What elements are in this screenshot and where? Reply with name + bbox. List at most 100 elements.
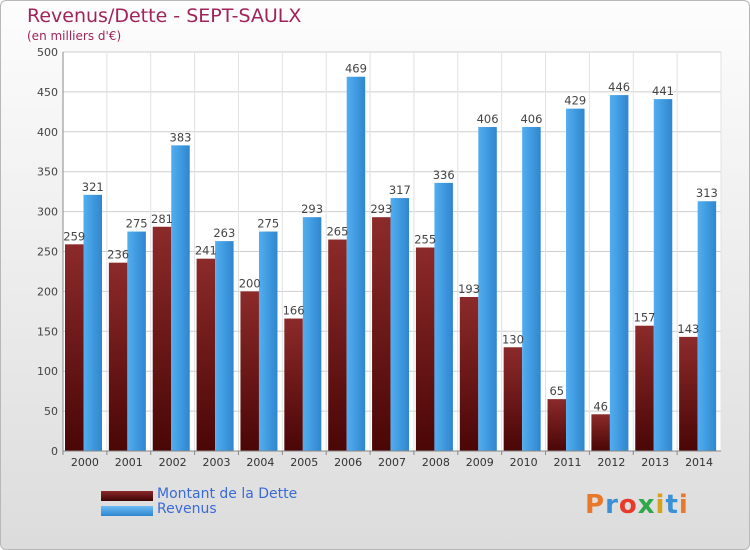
logo-letter: P [585, 490, 606, 520]
bar-debt [284, 318, 303, 451]
bar-debt [108, 262, 128, 451]
y-tick-label: 450 [37, 86, 58, 99]
x-tick-label: 2008 [422, 456, 450, 469]
y-tick-label: 150 [37, 325, 58, 338]
x-tick-label: 2000 [71, 456, 99, 469]
x-tick-label: 2007 [378, 456, 406, 469]
x-tick-label: 2001 [115, 456, 143, 469]
data-label-revenue: 383 [170, 130, 192, 144]
bar-debt [679, 336, 698, 451]
bar-revenue [390, 198, 410, 451]
legend-label-revenue: Revenus [157, 501, 217, 517]
bar-revenue [83, 194, 102, 452]
chart-title: Revenus/Dette - SEPT-SAULX [27, 5, 302, 27]
data-label-debt: 65 [549, 384, 564, 398]
bar-debt [459, 296, 479, 451]
bar-debt [152, 226, 172, 451]
bar-revenue [478, 127, 497, 452]
data-label-revenue: 321 [82, 180, 104, 194]
data-label-revenue: 275 [257, 217, 279, 231]
bar-revenue [258, 231, 278, 451]
logo-letter: i [655, 490, 666, 520]
data-label-revenue: 429 [564, 94, 586, 108]
data-label-revenue: 406 [477, 112, 499, 126]
x-tick-label: 2004 [246, 456, 274, 469]
bar-revenue [609, 95, 629, 451]
data-label-debt: 166 [283, 304, 305, 318]
bar-revenue [127, 231, 146, 451]
bar-debt [196, 258, 216, 451]
bar-revenue [566, 108, 585, 452]
data-label-revenue: 446 [608, 80, 630, 94]
y-tick-label: 50 [44, 405, 58, 418]
data-label-debt: 293 [370, 202, 392, 216]
data-label-revenue: 313 [696, 186, 718, 200]
data-label-debt: 241 [195, 244, 217, 258]
bar-debt [372, 217, 391, 451]
bar-revenue [346, 76, 366, 451]
x-tick-label: 2012 [597, 456, 625, 469]
bar-debt [240, 291, 259, 451]
bar-revenue [171, 145, 190, 451]
bar-revenue [434, 182, 453, 451]
legend-label-debt: Montant de la Dette [157, 486, 298, 502]
data-label-revenue: 441 [652, 84, 674, 98]
data-label-debt: 255 [414, 233, 436, 247]
data-label-debt: 143 [677, 322, 699, 336]
x-tick-label: 2002 [159, 456, 187, 469]
logo-letter: t [665, 490, 679, 520]
legend-swatch-debt [101, 491, 153, 501]
x-tick-label: 2011 [553, 456, 581, 469]
bar-debt [503, 347, 523, 451]
chart-subtitle: (en milliers d'€) [27, 29, 122, 43]
bar-debt [415, 247, 435, 451]
legend-swatch-revenue [101, 506, 153, 516]
data-label-debt: 46 [593, 399, 608, 413]
y-tick-label: 350 [37, 166, 58, 179]
data-label-debt: 157 [634, 311, 656, 325]
data-label-revenue: 275 [126, 217, 148, 231]
x-tick-label: 2005 [290, 456, 318, 469]
data-label-revenue: 469 [345, 62, 367, 76]
proxiti-logo: Proxiti [585, 490, 689, 520]
x-tick-label: 2006 [334, 456, 362, 469]
y-tick-label: 250 [37, 246, 58, 259]
data-label-revenue: 336 [433, 168, 455, 182]
data-label-debt: 236 [107, 248, 129, 262]
x-tick-label: 2003 [203, 456, 231, 469]
data-label-revenue: 406 [520, 112, 542, 126]
logo-letter: o [618, 490, 638, 520]
y-tick-label: 100 [37, 365, 58, 378]
data-label-revenue: 293 [301, 202, 323, 216]
logo-letter: x [637, 490, 656, 520]
y-tick-label: 0 [51, 445, 58, 458]
logo-letter: r [605, 490, 619, 520]
y-tick-label: 500 [37, 46, 58, 59]
data-label-debt: 281 [151, 212, 173, 226]
bar-debt [328, 239, 347, 451]
bar-debt [65, 244, 84, 451]
y-tick-label: 400 [37, 126, 58, 139]
data-label-debt: 193 [458, 282, 480, 296]
x-tick-label: 2010 [510, 456, 538, 469]
y-tick-label: 300 [37, 206, 58, 219]
x-tick-label: 2009 [466, 456, 494, 469]
x-tick-label: 2014 [685, 456, 713, 469]
data-label-debt: 200 [239, 276, 261, 290]
data-label-debt: 130 [502, 332, 524, 346]
data-label-revenue: 317 [389, 183, 411, 197]
bar-revenue [302, 217, 322, 451]
bar-debt [635, 325, 654, 451]
y-tick-label: 200 [37, 285, 58, 298]
bar-debt [547, 399, 567, 451]
logo-letter: i [678, 490, 689, 520]
bar-debt [591, 414, 610, 451]
bar-revenue [697, 201, 717, 451]
bar-revenue [522, 127, 541, 452]
x-tick-label: 2013 [641, 456, 669, 469]
bar-revenue [215, 241, 234, 451]
bar-revenue [653, 99, 673, 451]
data-label-debt: 259 [63, 229, 85, 243]
